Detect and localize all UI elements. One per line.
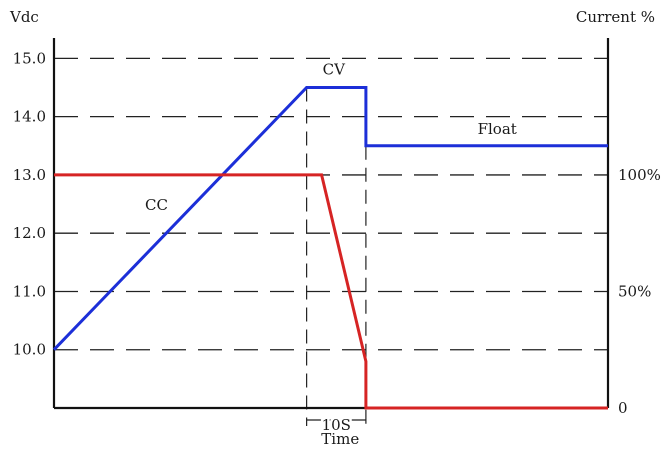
interval-guides	[306, 87, 367, 426]
left-tick-label: 15.0	[13, 49, 46, 67]
current-line	[54, 173, 608, 410]
series-lines	[52, 86, 608, 410]
right-tick-label: 100%	[618, 166, 661, 184]
left-tick-label: 12.0	[13, 224, 46, 242]
left-tick-label: 14.0	[13, 108, 46, 126]
annotation-label: Float	[478, 120, 517, 138]
grid-lines	[54, 57, 608, 351]
right-axis-title: Current %	[576, 8, 655, 26]
right-tick-label: 0	[618, 399, 628, 417]
x-axis-title: Time	[321, 430, 359, 448]
annotation-label: CC	[145, 196, 168, 214]
annotations: CC CV Float	[145, 61, 517, 214]
axes	[52, 38, 610, 410]
tick-labels: 10.0 11.0 12.0 13.0 14.0 15.0 0 50% 100%	[13, 49, 661, 417]
left-tick-label: 10.0	[13, 341, 46, 359]
left-tick-label: 11.0	[13, 282, 46, 300]
right-tick-label: 50%	[618, 282, 651, 300]
left-tick-label: 13.0	[13, 166, 46, 184]
interval-label: 10S	[322, 416, 351, 434]
annotation-label: CV	[323, 61, 346, 79]
left-axis-title: Vdc	[9, 8, 39, 26]
